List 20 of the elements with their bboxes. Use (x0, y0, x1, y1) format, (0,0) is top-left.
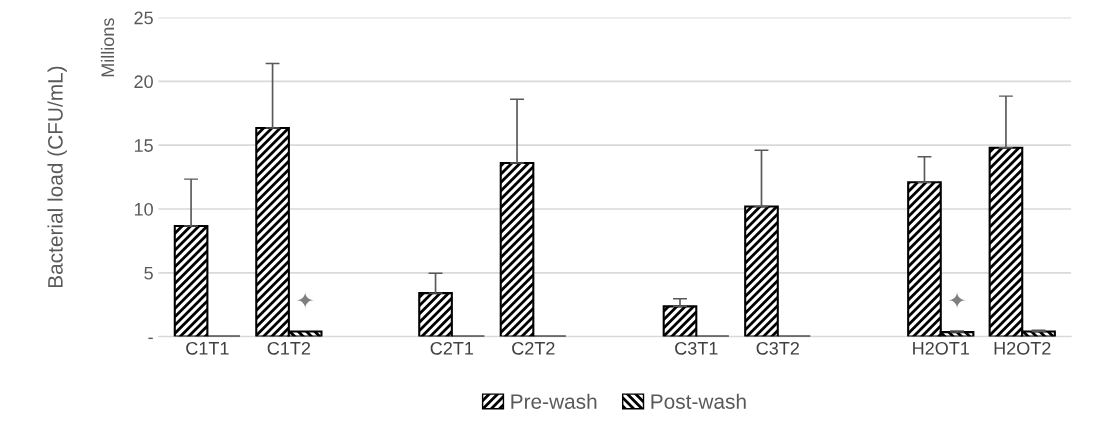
x-tick-label: C1T1 (186, 341, 229, 355)
legend-label: Pre-wash (511, 393, 597, 409)
y-tick-label: 5 (144, 266, 153, 280)
x-tick-label: C2T2 (512, 341, 555, 355)
annotation: ✦ (948, 291, 966, 309)
y-tick-label: 10 (134, 202, 153, 216)
legend-label: Post-wash (651, 393, 746, 409)
y-tick-label: - (148, 337, 153, 340)
text: Millions (100, 18, 115, 77)
y-tick-label: 20 (134, 75, 153, 89)
x-tick-label: H2OT2 (994, 341, 1051, 355)
x-tick-label: C2T1 (430, 341, 474, 355)
y-tick-label: 15 (134, 139, 153, 152)
x-tick-label: H2OT1 (913, 341, 969, 355)
annotation: ✦ (296, 291, 314, 309)
x-tick-label: C3T1 (675, 341, 718, 355)
y-tick-label: 25 (134, 11, 153, 25)
y-axis-title: Bacterial load (CFU/mL) (47, 66, 67, 288)
x-tick-label: C1T2 (267, 341, 311, 355)
x-tick-label: C3T2 (756, 341, 799, 355)
